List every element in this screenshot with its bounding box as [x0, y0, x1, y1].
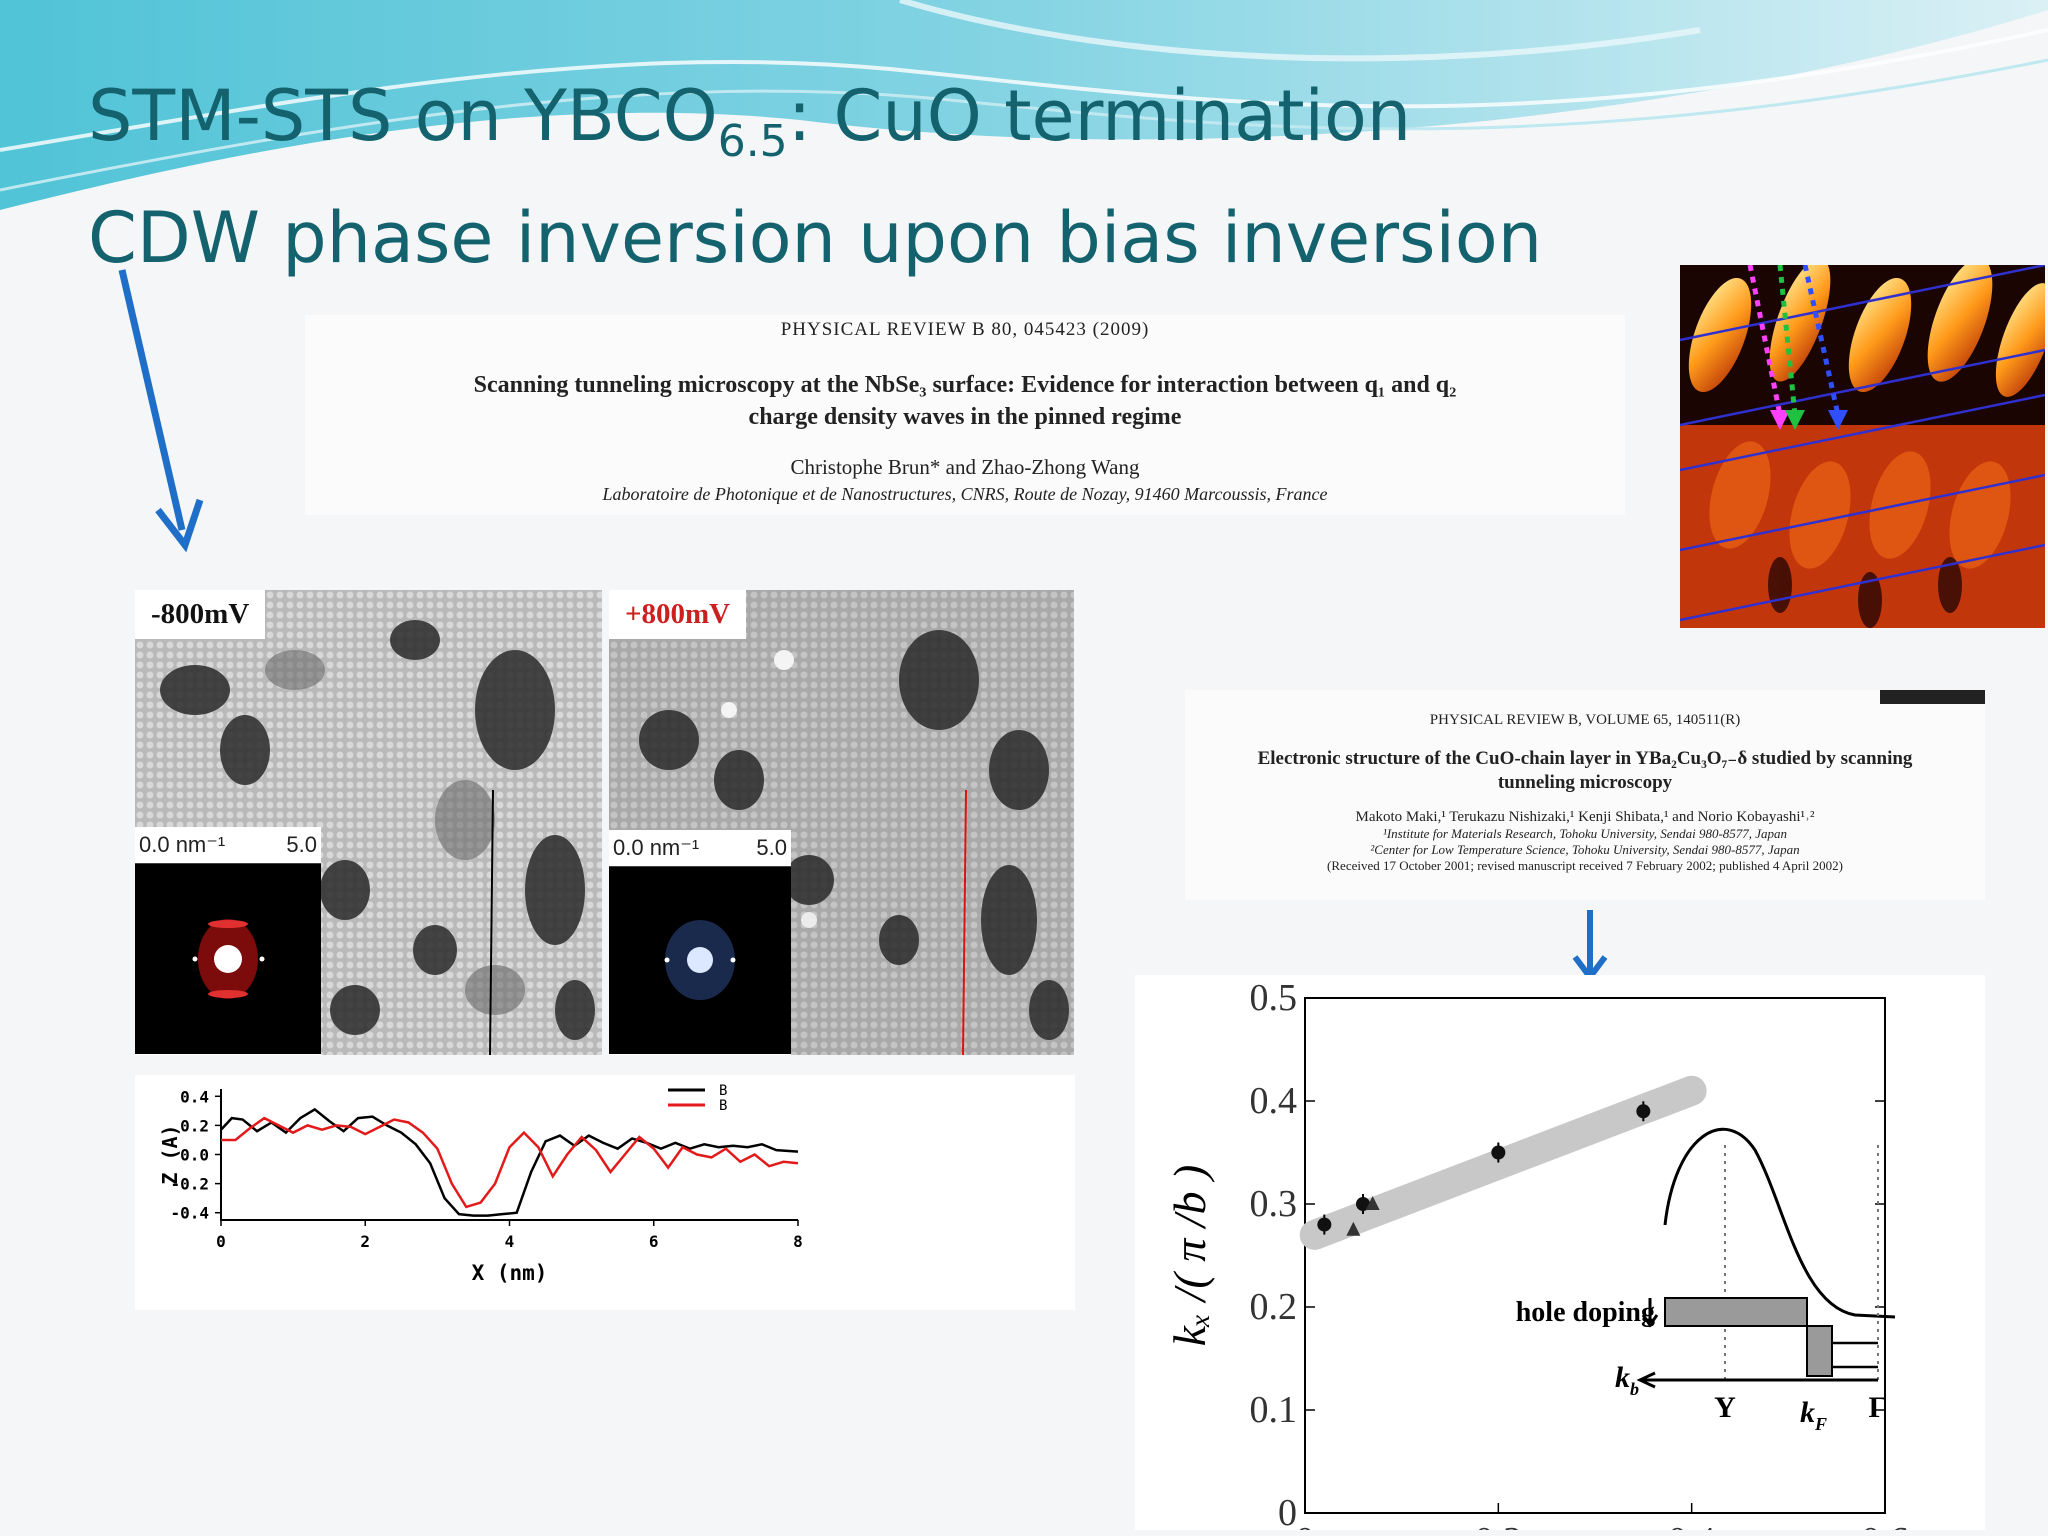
y-tick-label: 0.5 [1250, 977, 1298, 1019]
stm-color-image [1680, 265, 2045, 628]
paper-header-nbse3: PHYSICAL REVIEW B 80, 045423 (2009) Scan… [305, 315, 1625, 515]
arrow-down-left [118, 269, 204, 553]
y-axis-label: Z (A) [158, 1124, 182, 1184]
paper-affiliation-1: ¹Institute for Materials Research, Tohok… [1382, 826, 1788, 841]
series-line-1 [220, 1107, 799, 1217]
title-line-1: STM-STS on YBCO6.5: CuO termination [88, 75, 1412, 167]
data-point-circle [1491, 1145, 1506, 1160]
redacted-bar [1880, 690, 1985, 704]
bias-label-negative: -800mV [135, 590, 266, 639]
fft-scale-start: 0.0 nm⁻¹ [613, 835, 700, 860]
paper-title: Scanning tunneling microscopy at the NbS… [473, 372, 1457, 430]
paper-header-ybco: PHYSICAL REVIEW B, VOLUME 65, 140511(R) … [1185, 690, 1985, 900]
y-tick-label: 0.3 [1250, 1183, 1298, 1225]
kb-arrowhead [1636, 1371, 1656, 1389]
kb-subscript: b [1630, 1379, 1639, 1399]
kF-label: kF [1800, 1396, 1827, 1434]
slide-title: STM-STS on YBCO6.5: CuO termination CDW … [88, 68, 1542, 286]
fft-scale-start: 0.0 nm⁻¹ [139, 832, 226, 857]
band-curve [1663, 1127, 1896, 1319]
journal-reference: PHYSICAL REVIEW B 80, 045423 (2009) [780, 319, 1150, 340]
kF-subscript: F [1814, 1414, 1827, 1434]
kf-vs-doping-chart: 0.50.40.30.20.1000.20.40.6δkₓ /( π /b )h… [1135, 975, 1985, 1536]
x-tick-label: 2 [360, 1232, 370, 1251]
x-tick-label: 0.2 [1475, 1520, 1523, 1530]
bias-label-positive: +800mV [609, 590, 747, 639]
y-tick-label: -0.2 [170, 1175, 209, 1194]
x-tick-label: 0.6 [1861, 1520, 1909, 1530]
y-axis-label: kₓ /( π /b ) [1164, 1165, 1215, 1347]
paper-authors: Christophe Brun* and Zhao-Zhong Wang [790, 455, 1140, 479]
y-tick-label: 0.0 [180, 1146, 209, 1165]
y-tick-label: 0.2 [1250, 1286, 1298, 1328]
y-tick-label: 0.4 [180, 1087, 209, 1106]
Y-label: Y [1714, 1391, 1736, 1424]
paper-received-dates: (Received 17 October 2001; revised manus… [1327, 858, 1843, 873]
linecut-positive [962, 789, 967, 1055]
data-point-triangle [1346, 1221, 1361, 1236]
fft-inset-positive: 0.0 nm⁻¹ 5.0 [609, 830, 791, 1055]
kf-shaded [1806, 1325, 1833, 1377]
fft-inset-negative: 0.0 nm⁻¹ 5.0 [135, 827, 321, 1055]
x-axis-label: X (nm) [472, 1261, 548, 1285]
linecut-negative [489, 789, 494, 1055]
paper-authors: Makoto Maki,¹ Terukazu Nishizaki,¹ Kenji… [1355, 809, 1815, 825]
paper-title: Electronic structure of the CuO-chain la… [1257, 748, 1913, 793]
plot-frame [1304, 997, 1886, 1514]
stm-image-positive-bias: +800mV 0.0 nm⁻¹ 5.0 [609, 590, 1074, 1055]
journal-reference: PHYSICAL REVIEW B, VOLUME 65, 140511(R) [1429, 712, 1741, 728]
data-point-triangle [1365, 1196, 1380, 1210]
trend-band [1299, 1075, 1707, 1250]
x-tick-label: 6 [649, 1232, 659, 1251]
hole-doping-bar [1664, 1297, 1808, 1327]
y-tick-label: 0.2 [180, 1116, 209, 1135]
paper-affiliation: Laboratoire de Photonique et de Nanostru… [602, 484, 1328, 504]
legend-label-1: B [719, 1083, 727, 1099]
height-profile-chart: 0.4 0.2 0.0 -0.2 -0.4 0 2 4 6 8 X (nm) Z (A) B B [135, 1075, 1075, 1310]
stm-image-negative-bias: -800mV 0.0 nm⁻¹ 5.0 [135, 590, 602, 1055]
paper-affiliation-2: ²Center for Low Temperature Science, Toh… [1370, 842, 1800, 857]
arrow-down-small [1572, 910, 1608, 982]
header-wave-decoration [0, 0, 2048, 210]
y-tick-label: 0 [1278, 1492, 1297, 1530]
x-tick-label: 0 [216, 1232, 226, 1251]
x-tick-label: 4 [505, 1232, 515, 1251]
y-tick-label: -0.4 [170, 1204, 209, 1223]
x-tick-label: 0.4 [1668, 1520, 1716, 1530]
data-point-circle [1317, 1217, 1332, 1232]
x-tick-label: 8 [793, 1232, 803, 1251]
y-tick-label: 0.4 [1250, 1080, 1298, 1122]
kb-label: kb [1615, 1361, 1639, 1399]
data-point-circle [1636, 1104, 1651, 1119]
fft-scale-end: 5.0 [756, 835, 787, 860]
fft-scale-end: 5.0 [286, 832, 317, 857]
legend-label-2: B [719, 1098, 727, 1114]
hole-doping-arrowhead [1641, 1314, 1659, 1328]
y-tick-label: 0.1 [1250, 1389, 1298, 1431]
Gamma-label: Γ [1868, 1391, 1887, 1424]
x-tick-label: 0 [1296, 1520, 1315, 1530]
band-structure-inset: hole doping kb Y kF Γ [1516, 1127, 1896, 1434]
title-line-2: CDW phase inversion upon bias inversion [88, 197, 1543, 279]
hole-doping-label: hole doping [1516, 1297, 1655, 1328]
series-line-2 [221, 1116, 799, 1209]
data-point-circle [1356, 1197, 1370, 1211]
